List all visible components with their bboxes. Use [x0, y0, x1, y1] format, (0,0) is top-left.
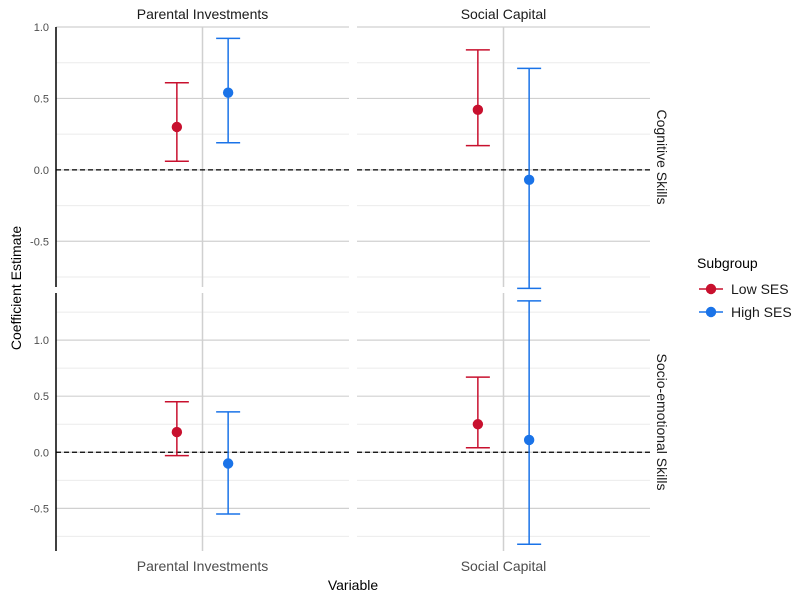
estimate-point [171, 426, 183, 438]
y-tick-label: 0.0 [34, 165, 49, 177]
panels [56, 26, 650, 551]
legend-title: Subgroup [697, 255, 758, 271]
legend-key-point [705, 306, 717, 318]
estimate-point [472, 419, 484, 430]
row-strip-label: Cognitive Skills [654, 110, 670, 205]
axes: 1.0 0.5 0.0 -0.5 1.0 0.5 0.0 -0.5 Parental Inves… [30, 22, 546, 574]
panel-0-1 [357, 26, 650, 290]
y-tick-label: 0.5 [34, 93, 49, 105]
y-tick-label: 0.0 [34, 447, 49, 459]
x-axis-title: Variable [328, 577, 379, 593]
panel-0-0 [56, 26, 349, 287]
x-tick-label: Social Capital [461, 558, 547, 574]
y-tick-label: -0.5 [30, 236, 49, 248]
legend-entry-label: Low SES [731, 281, 789, 297]
panel-1-1 [357, 293, 650, 551]
legend: Subgroup Low SES High SES [697, 255, 792, 320]
legend-entry-label: High SES [731, 304, 792, 320]
facet-strips: Cognitive Skills Socio-emotional Skills Pa… [137, 6, 670, 490]
estimate-point [222, 458, 234, 469]
y-axis-title: Coefficient Estimate [8, 226, 24, 350]
estimate-point [472, 104, 484, 116]
column-strip-label: Social Capital [461, 6, 547, 22]
column-strip-label: Parental Investments [137, 6, 269, 22]
estimate-point [222, 87, 234, 98]
estimate-point [171, 121, 183, 133]
panel-1-0 [56, 293, 349, 551]
y-tick-label: 1.0 [34, 22, 49, 34]
legend-key-point [705, 283, 717, 295]
y-tick-label: 1.0 [34, 335, 49, 347]
x-tick-label: Parental Investments [137, 558, 269, 574]
estimate-point [523, 434, 535, 446]
row-strip-label: Socio-emotional Skills [654, 354, 670, 491]
y-tick-label: -0.5 [30, 503, 49, 515]
estimate-point [523, 174, 535, 186]
y-tick-label: 0.5 [34, 391, 49, 403]
